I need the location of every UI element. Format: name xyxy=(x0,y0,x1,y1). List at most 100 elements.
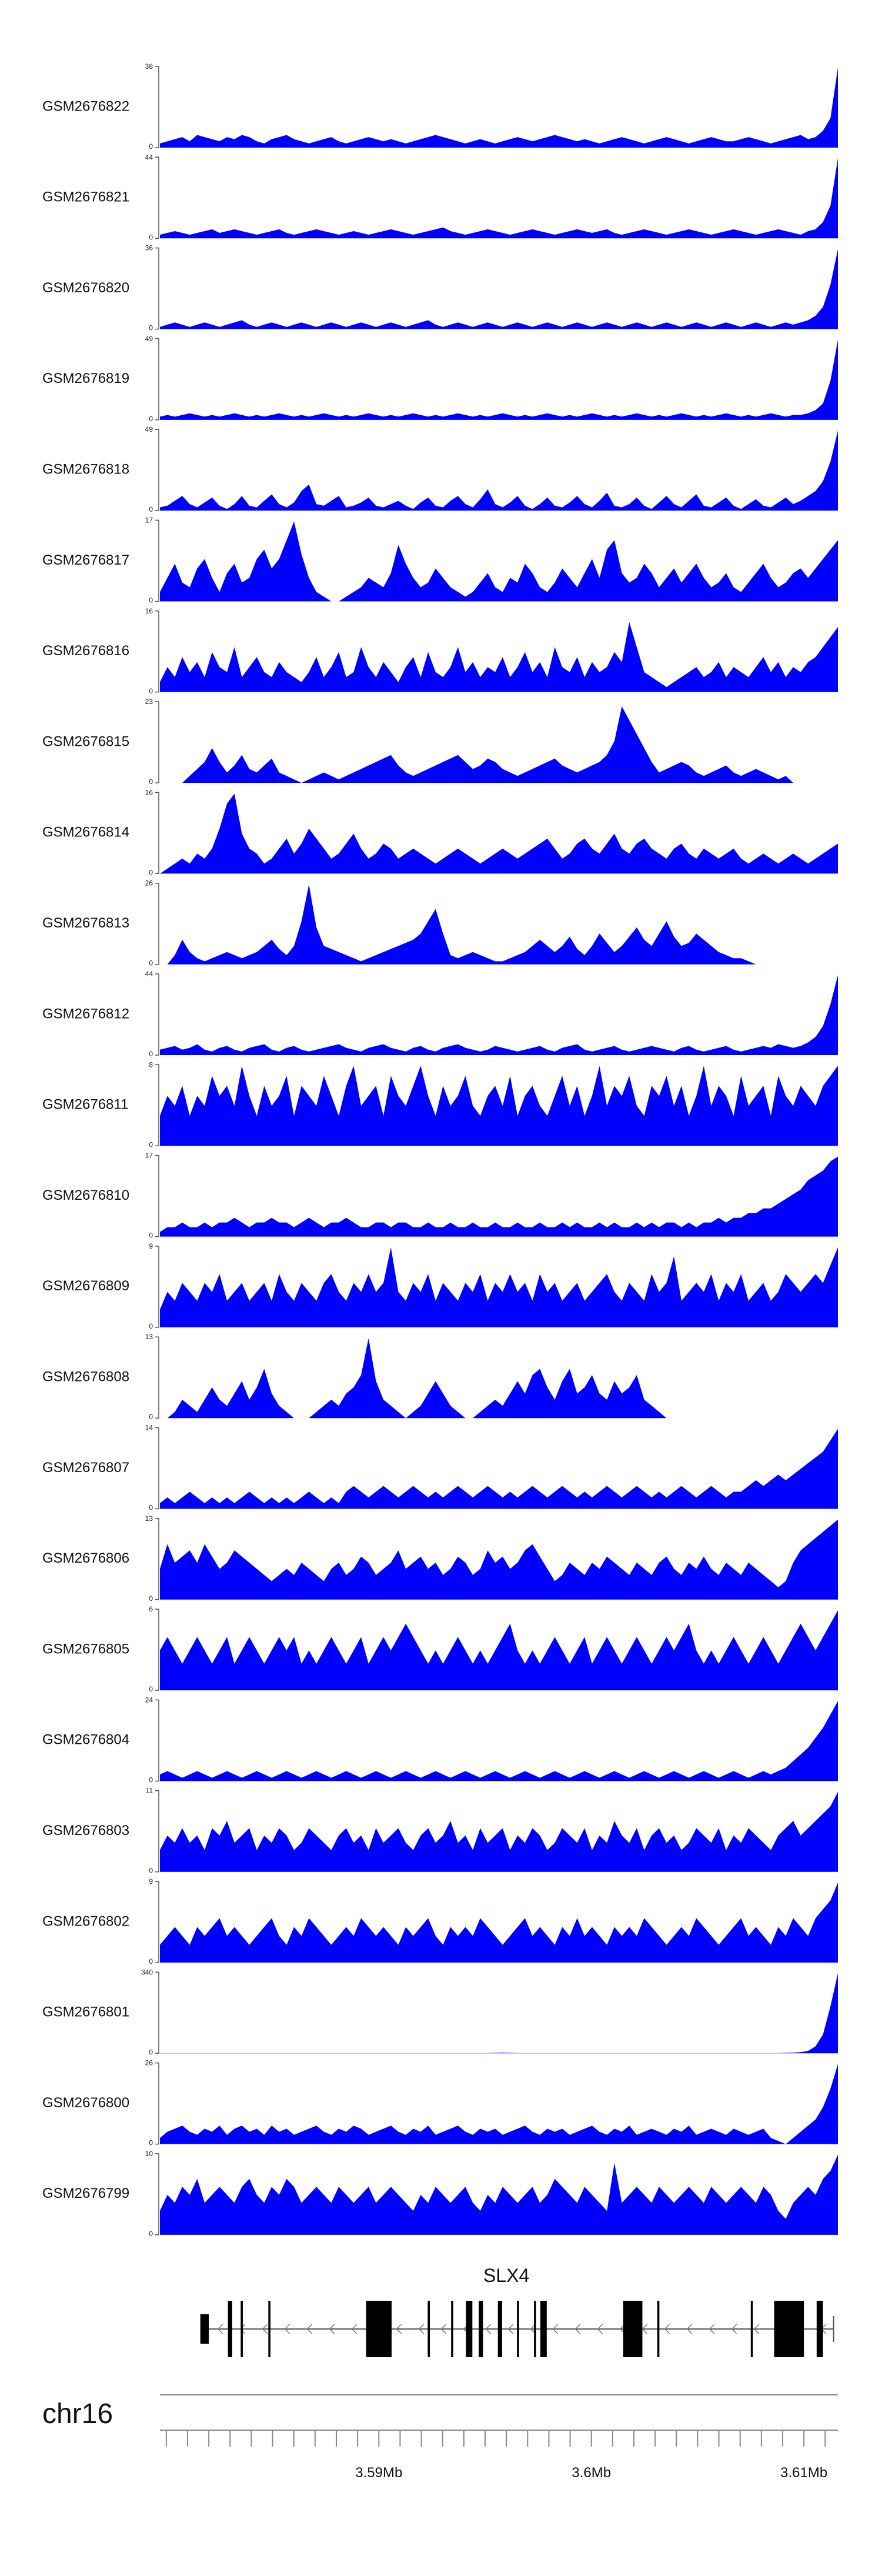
y-axis xyxy=(155,701,159,783)
strand-arrow xyxy=(396,2324,402,2334)
strand-arrow xyxy=(284,2324,290,2334)
x-tick-label: 3.59Mb xyxy=(355,2465,402,2481)
y-axis xyxy=(155,1336,159,1419)
track-gsm2676813: GSM2676813 26 0 xyxy=(42,879,838,967)
exon xyxy=(540,2301,547,2357)
y-min-label: 0 xyxy=(149,2048,153,2056)
track-label: GSM2676806 xyxy=(42,1550,129,1566)
y-max-label: 11 xyxy=(146,1787,153,1795)
track-label: GSM2676800 xyxy=(42,2095,129,2111)
y-max-label: 38 xyxy=(145,62,153,71)
y-max-label: 340 xyxy=(141,1968,153,1976)
track-label: GSM2676802 xyxy=(42,1913,129,1929)
exon xyxy=(750,2301,753,2357)
track-gsm2676802: GSM2676802 9 0 xyxy=(42,1877,838,1966)
y-min-label: 0 xyxy=(149,596,153,605)
y-max-label: 44 xyxy=(145,153,153,161)
x-tick-label: 3.6Mb xyxy=(572,2465,611,2481)
track-label: GSM2676819 xyxy=(42,371,129,386)
coverage-area xyxy=(160,793,838,874)
coverage-area xyxy=(160,1338,838,1419)
y-max-label: 49 xyxy=(145,335,153,343)
y-axis xyxy=(155,1699,159,1782)
y-axis xyxy=(155,2153,159,2235)
y-max-label: 8 xyxy=(149,1060,153,1069)
coverage-area xyxy=(160,975,838,1055)
track-label: GSM2676815 xyxy=(42,733,129,749)
track-gsm2676818: GSM2676818 49 0 xyxy=(42,425,838,513)
strand-arrow xyxy=(731,2324,737,2334)
y-max-label: 13 xyxy=(145,1333,153,1341)
track-gsm2676805: GSM2676805 6 0 xyxy=(42,1605,838,1693)
track-gsm2676799: GSM2676799 10 0 xyxy=(42,2150,838,2238)
y-min-label: 0 xyxy=(149,868,153,876)
gene-name: SLX4 xyxy=(483,2265,529,2286)
y-max-label: 10 xyxy=(145,2150,153,2158)
coverage-area xyxy=(160,1156,838,1237)
y-axis xyxy=(155,338,159,421)
coverage-area xyxy=(160,68,838,148)
coverage-area xyxy=(160,1701,838,1781)
track-gsm2676800: GSM2676800 26 0 xyxy=(42,2059,838,2147)
y-max-label: 9 xyxy=(149,1877,153,1886)
track-label: GSM2676801 xyxy=(42,2004,129,2020)
y-max-label: 26 xyxy=(145,879,153,887)
track-label: GSM2676820 xyxy=(42,280,129,296)
track-label: GSM2676813 xyxy=(42,915,129,931)
strand-arrow xyxy=(753,2324,760,2334)
exon xyxy=(427,2301,430,2357)
coverage-area xyxy=(160,2064,838,2144)
exon xyxy=(466,2301,473,2357)
track-gsm2676814: GSM2676814 16 0 xyxy=(42,788,838,876)
y-max-label: 6 xyxy=(149,1605,153,1613)
y-min-label: 0 xyxy=(149,2139,153,2147)
exon xyxy=(228,2301,232,2357)
y-max-label: 16 xyxy=(145,788,153,796)
y-max-label: 14 xyxy=(145,1424,153,1432)
y-max-label: 44 xyxy=(145,970,153,978)
coverage-area xyxy=(160,1610,838,1691)
strand-arrow xyxy=(574,2324,581,2334)
track-label: GSM2676808 xyxy=(42,1369,129,1385)
y-min-label: 0 xyxy=(149,142,153,151)
coverage-area xyxy=(160,249,838,329)
track-label: GSM2676804 xyxy=(42,1732,129,1748)
y-max-label: 17 xyxy=(145,1152,153,1160)
track-gsm2676821: GSM2676821 44 0 xyxy=(42,153,838,241)
strand-arrow xyxy=(418,2324,425,2334)
coverage-area xyxy=(160,1247,838,1327)
y-min-label: 0 xyxy=(149,1504,153,1512)
track-label: GSM2676803 xyxy=(42,1823,129,1838)
coverage-area xyxy=(160,2154,838,2235)
y-min-label: 0 xyxy=(149,1685,153,1693)
y-axis xyxy=(155,247,159,330)
strand-arrow xyxy=(440,2324,447,2334)
chromosome-label: chr16 xyxy=(42,2398,113,2430)
y-min-label: 0 xyxy=(149,778,153,786)
y-axis xyxy=(155,1971,159,2054)
y-axis xyxy=(155,882,159,965)
coverage-area xyxy=(160,706,838,783)
y-min-label: 0 xyxy=(149,1957,153,1966)
track-label: GSM2676811 xyxy=(42,1097,128,1113)
coverage-area xyxy=(160,1973,838,2054)
y-min-label: 0 xyxy=(149,233,153,241)
strand-arrow xyxy=(686,2324,693,2334)
y-axis xyxy=(155,429,159,511)
y-min-label: 0 xyxy=(149,1594,153,1603)
strand-arrow xyxy=(217,2324,223,2334)
track-label: GSM2676816 xyxy=(42,643,129,659)
y-axis xyxy=(155,156,159,239)
y-min-label: 0 xyxy=(149,1867,153,1875)
y-axis xyxy=(155,2062,159,2145)
x-tick-label: 3.61Mb xyxy=(780,2465,827,2481)
track-gsm2676806: GSM2676806 13 0 xyxy=(42,1514,838,1603)
y-axis xyxy=(155,610,159,693)
exon xyxy=(623,2301,643,2357)
strand-arrow xyxy=(329,2324,335,2334)
coverage-area xyxy=(160,884,838,965)
strand-arrow xyxy=(485,2324,492,2334)
y-min-label: 0 xyxy=(149,1050,153,1058)
track-label: GSM2676799 xyxy=(42,2185,129,2201)
